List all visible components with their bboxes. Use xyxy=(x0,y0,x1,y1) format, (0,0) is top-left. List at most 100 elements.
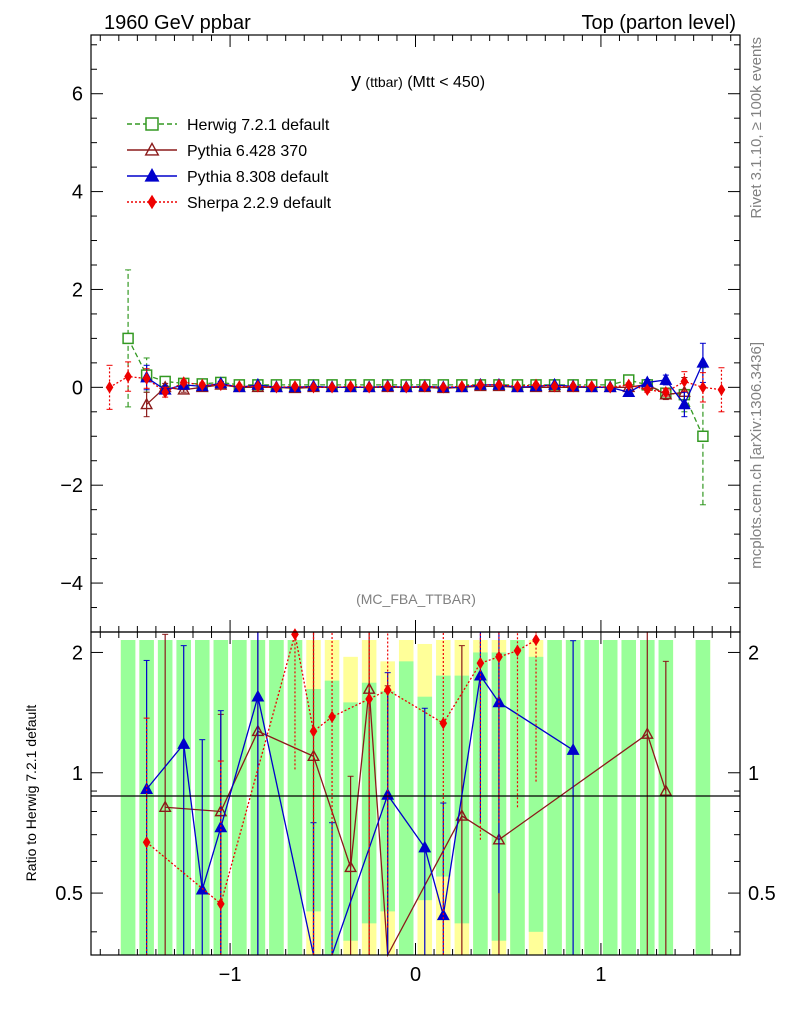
data-point xyxy=(124,370,132,383)
data-point xyxy=(513,380,522,393)
plot-title-small: (ttbar) xyxy=(365,74,402,90)
band-green xyxy=(232,640,247,955)
data-point xyxy=(365,381,373,394)
data-point xyxy=(606,381,615,394)
ratio-axis-ticks xyxy=(91,632,740,955)
data-point xyxy=(254,380,262,393)
y-tick-label-left: 1 xyxy=(72,763,83,785)
data-point xyxy=(513,644,522,657)
data-point xyxy=(383,683,392,697)
main-series-3 xyxy=(105,361,726,413)
series-line xyxy=(146,634,537,905)
data-point xyxy=(569,380,577,393)
band-green xyxy=(269,640,284,955)
main-axis-ticks xyxy=(91,35,740,633)
data-point xyxy=(622,385,636,398)
y-tick-label: 0 xyxy=(72,377,83,399)
data-point xyxy=(328,381,336,394)
y-tick-label-right: 2 xyxy=(748,642,759,664)
rivet-label: Rivet 3.1.10, ≥ 100k events xyxy=(748,37,765,219)
data-point xyxy=(216,378,225,392)
y-tick-label: −4 xyxy=(60,573,83,595)
band-green xyxy=(287,640,303,955)
data-point xyxy=(309,725,318,738)
ratio-uncertainty-bands xyxy=(120,640,711,955)
data-point xyxy=(177,737,191,749)
legend-marker xyxy=(144,141,160,156)
data-point xyxy=(158,800,172,813)
data-point xyxy=(216,897,225,911)
legend-marker xyxy=(147,194,157,210)
ratio-y-tick-labels: 0.5 0.5 1 1 2 2 xyxy=(55,642,776,905)
legend-label: Pythia 8.308 default xyxy=(187,169,329,186)
data-point xyxy=(344,860,358,873)
data-point xyxy=(142,372,151,385)
data-point xyxy=(235,380,244,393)
data-point xyxy=(659,784,673,796)
data-point xyxy=(161,386,170,399)
y-tick-label: −2 xyxy=(60,475,83,497)
data-point xyxy=(346,380,355,393)
data-point xyxy=(198,378,207,392)
data-point xyxy=(659,373,673,385)
legend-marker xyxy=(145,117,159,131)
data-point xyxy=(476,378,485,392)
data-point xyxy=(291,380,299,393)
series-line xyxy=(109,375,722,393)
data-point xyxy=(140,397,154,410)
y-tick-label-left: 0.5 xyxy=(55,883,83,905)
data-point xyxy=(640,727,654,739)
data-point xyxy=(365,692,373,706)
data-point xyxy=(476,656,485,670)
data-point xyxy=(696,355,710,368)
y-tick-label: 4 xyxy=(72,182,83,204)
x-tick-label: 0 xyxy=(410,964,421,986)
data-point xyxy=(291,628,299,641)
header-left: 1960 GeV ppbar xyxy=(104,12,251,34)
ratio-plot-frame xyxy=(90,631,741,956)
plot-title-main: y xyxy=(351,70,361,92)
plot-title: y (ttbar) (Mtt < 450) xyxy=(351,70,485,92)
data-point xyxy=(458,380,466,393)
main-y-tick-labels: −4 −2 0 2 4 6 xyxy=(60,84,83,595)
legend-label: Sherpa 2.2.9 default xyxy=(187,195,332,212)
header-right: Top (parton level) xyxy=(581,12,736,34)
data-point xyxy=(251,689,265,702)
data-point xyxy=(105,381,114,394)
analysis-watermark: (MC_FBA_TTBAR) xyxy=(356,591,476,607)
data-point xyxy=(309,381,318,394)
data-point xyxy=(495,378,503,392)
data-point xyxy=(402,381,411,394)
data-point xyxy=(495,650,503,664)
data-point xyxy=(142,836,151,849)
band-green xyxy=(695,640,711,955)
plot-title-tail: (Mtt < 450) xyxy=(407,74,485,91)
series-line xyxy=(146,673,574,956)
y-tick-label: 6 xyxy=(72,84,83,106)
legend-label: Herwig 7.2.1 default xyxy=(187,117,330,134)
data-point xyxy=(532,633,540,647)
data-point xyxy=(717,383,726,396)
data-point xyxy=(550,380,559,393)
ratio-y-axis-label: Ratio to Herwig 7.2.1 default xyxy=(23,705,39,882)
band-green xyxy=(547,640,562,955)
ratio-plot-panel: 0.5 0.5 1 1 2 2 −1 0 1 Ratio to Herwig 7.2.1 de… xyxy=(23,628,776,986)
data-point xyxy=(122,332,134,345)
y-tick-label-right: 0.5 xyxy=(748,883,776,905)
legend: Herwig 7.2.1 default Pythia 6.428 370 Pyth… xyxy=(127,117,332,212)
band-green xyxy=(436,675,451,877)
data-point xyxy=(179,376,188,389)
data-point xyxy=(677,397,691,410)
band-green xyxy=(398,661,414,955)
data-point xyxy=(272,381,281,394)
data-point xyxy=(661,386,670,399)
y-tick-label: 2 xyxy=(72,279,83,301)
band-green xyxy=(528,656,544,932)
data-point xyxy=(680,375,689,388)
legend-marker xyxy=(144,167,160,182)
data-point xyxy=(566,743,580,755)
data-point xyxy=(697,430,709,443)
data-point xyxy=(307,749,320,762)
band-green xyxy=(120,640,136,955)
